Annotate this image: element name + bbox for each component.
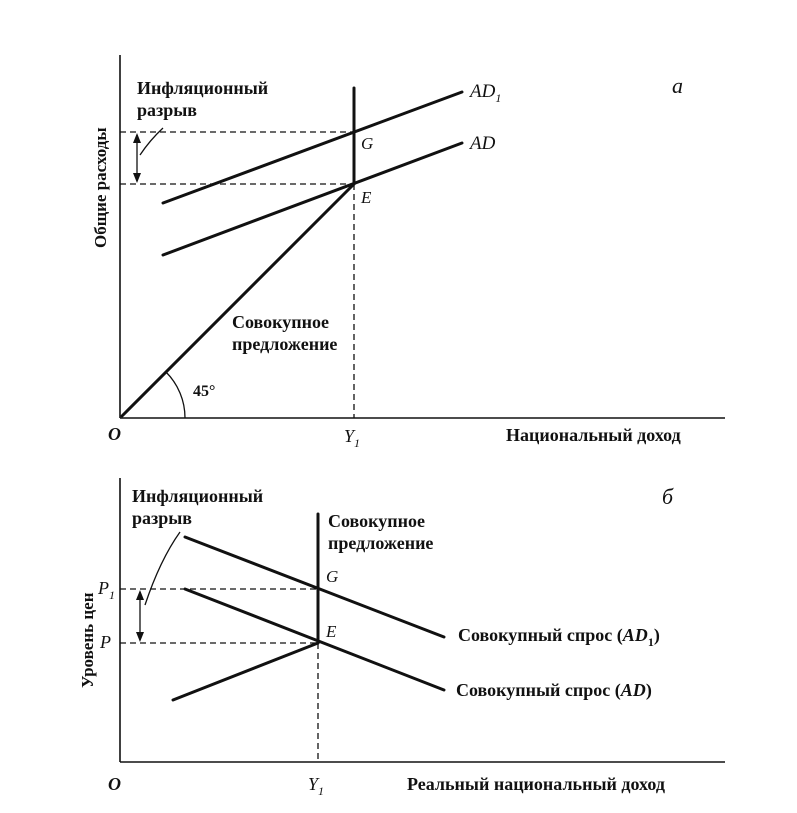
panel-b-y-axis-label: Уровень цен [78, 592, 97, 688]
panel-a-x-axis-label: Национальный доход [506, 425, 681, 445]
panel-a-gap-pointer [139, 127, 164, 156]
panel-b-gap-label-line2: разрыв [132, 508, 192, 528]
panel-a-letter: a [672, 73, 683, 98]
panel-a-gap-label-line1: Инфляционный [137, 78, 268, 98]
panel-b-letter: б [662, 484, 674, 509]
panel-b-point-e: E [325, 622, 337, 641]
panel-b: Уровень цен Реальный национальный доход … [78, 478, 725, 798]
panel-b-gap-pointer [144, 531, 181, 606]
panel-b-origin-label: O [108, 774, 121, 794]
panel-a-supply-label-line1: Совокупное [232, 312, 329, 332]
panel-a-gap-arrowhead-up [133, 133, 141, 143]
panel-a-ad1-line [161, 90, 464, 205]
panel-a-ad1-label: AD1 [468, 81, 501, 105]
panel-b-short-run-segment [171, 641, 320, 702]
panel-a-point-g: G [361, 134, 373, 153]
panel-a-ad-line [161, 141, 464, 257]
panel-b-ad-curve [183, 587, 446, 692]
panel-a-y1-label: Y1 [344, 426, 360, 450]
panel-a-supply-45-line [120, 182, 356, 418]
panel-a-origin-label: O [108, 424, 121, 444]
panel-a-point-e: E [360, 188, 372, 207]
panel-a-angle-label: 45° [193, 383, 215, 400]
panel-a-ad-label: AD [468, 133, 496, 154]
panel-b-ad-curve-label: Совокупный спрос (AD) [456, 680, 652, 701]
panel-b-point-g: G [326, 567, 338, 586]
panel-a-gap-label-line2: разрыв [137, 100, 197, 120]
panel-b-gap-arrowhead-up [136, 590, 144, 600]
panel-b-gap-arrowhead-down [136, 632, 144, 642]
panel-a: Общие расходы Национальный доход O Y1 a … [91, 55, 725, 450]
panel-b-y1-label: Y1 [308, 774, 324, 798]
panel-b-supply-label-line2: предложение [328, 533, 433, 553]
panel-b-ad1-curve-label: Совокупный спрос (AD1) [458, 625, 660, 649]
panel-a-gap-arrowhead-down [133, 173, 141, 183]
panel-b-ad1-curve [183, 535, 446, 639]
panel-b-p1-label: P1 [97, 578, 115, 602]
panel-b-supply-label-line1: Совокупное [328, 511, 425, 531]
panel-b-p-label: P [99, 632, 111, 652]
panel-a-angle-arc [165, 371, 186, 419]
panel-a-supply-label-line2: предложение [232, 334, 337, 354]
panel-b-x-axis-label: Реальный национальный доход [407, 774, 665, 794]
panel-b-gap-label-line1: Инфляционный [132, 486, 263, 506]
panel-a-y-axis-label: Общие расходы [91, 127, 110, 248]
